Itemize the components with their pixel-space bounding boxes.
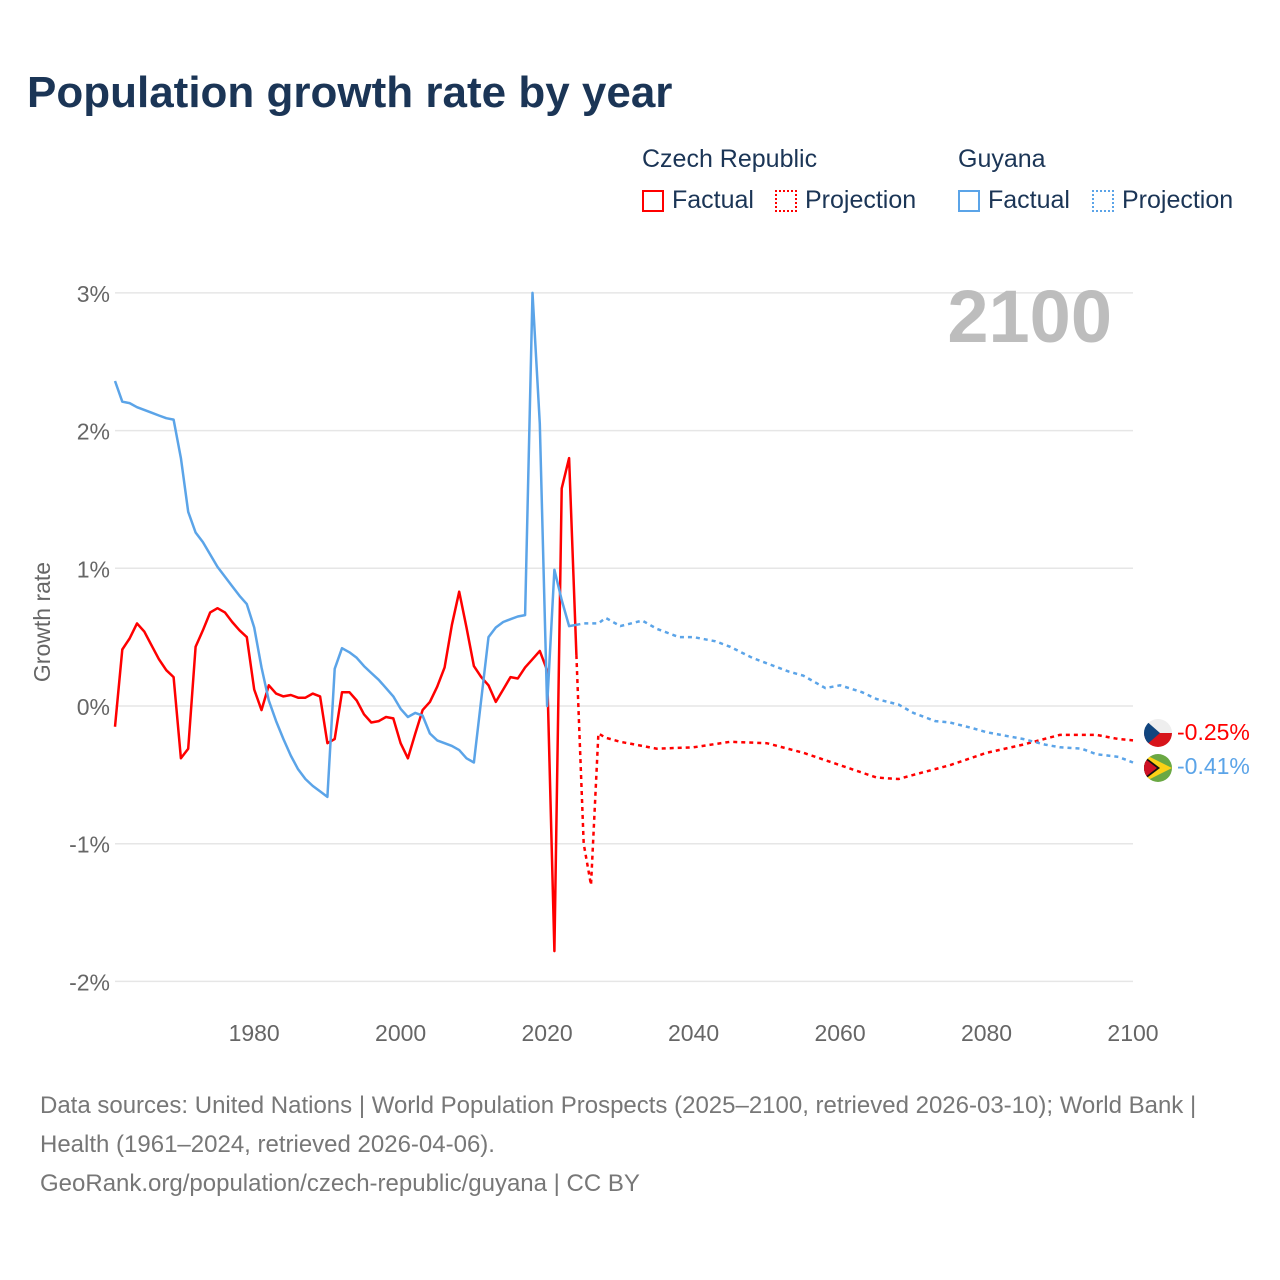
chart-title: Population growth rate by year [27,68,673,117]
legend-swatch [775,189,797,212]
x-tick-label: 2100 [1107,1020,1158,1046]
y-tick-label: -1% [69,832,110,858]
y-tick-label: 1% [77,556,110,582]
year-overlay: 2100 [947,275,1112,358]
x-tick-label: 2080 [961,1020,1012,1046]
legend-czech-factual[interactable]: Factual [642,186,754,215]
x-tick-label: 2060 [814,1020,865,1046]
legend-label: Factual [988,186,1070,214]
legend-label: Factual [672,186,754,214]
end-label-guyana: -0.41% [1177,753,1250,779]
legend-swatch [642,189,664,212]
y-tick-label: 3% [77,281,110,307]
legend-label: Projection [1122,186,1234,214]
credit-link[interactable]: GeoRank.org/population/czech-republic/gu… [40,1170,640,1197]
x-tick-label: 2020 [522,1020,573,1046]
legend-guyana-projection[interactable]: Projection [1092,186,1233,215]
y-axis-label: Growth rate [29,562,55,682]
legend-swatch [1092,189,1114,212]
x-tick-label: 1980 [229,1020,280,1046]
x-tick-label: 2040 [668,1020,719,1046]
series-guyana-projection [576,616,1134,764]
y-tick-label: -2% [69,969,110,995]
legend-czech-projection[interactable]: Projection [775,186,916,215]
y-tick-label: 0% [77,694,110,720]
series-czech-republic-projection [575,655,1134,886]
legend-group-guyana: Guyana [958,145,1046,173]
legend-swatch [958,189,980,212]
legend-guyana-factual[interactable]: Factual [958,186,1070,215]
flag-czech-icon [1144,719,1172,747]
y-tick-label: 2% [77,419,110,445]
data-sources: Data sources: United Nations | World Pop… [40,1092,1197,1158]
legend-group-czech: Czech Republic [642,145,818,173]
series-guyana-factual [113,291,577,799]
x-tick-label: 2000 [375,1020,426,1046]
series-czech-republic-factual [113,456,578,953]
legend-label: Projection [805,186,917,214]
end-label-czech: -0.25% [1177,719,1250,745]
flag-guyana-icon [1144,754,1172,782]
